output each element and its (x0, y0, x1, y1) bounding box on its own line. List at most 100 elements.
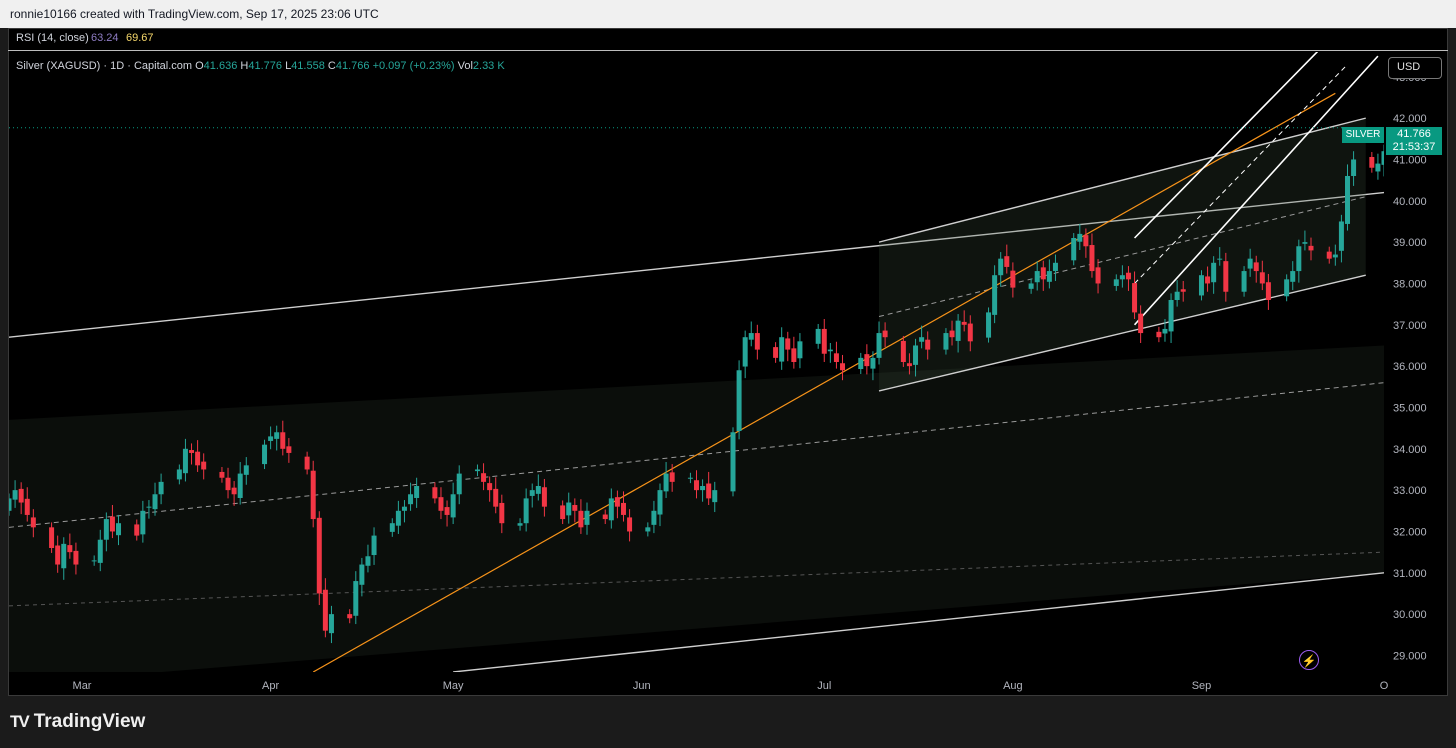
candle-body (371, 535, 377, 556)
candle-body (353, 581, 359, 616)
candle-body (1138, 313, 1144, 334)
candle-body (395, 510, 401, 526)
candle-body (748, 333, 754, 340)
candle-body (116, 523, 122, 536)
y-tick-label: 31.000 (1393, 568, 1427, 580)
candle-body (578, 510, 584, 528)
candle-body (1205, 276, 1211, 284)
chart-credit: ronnie10166 created with TradingView.com… (10, 7, 379, 21)
candle-body (73, 550, 79, 565)
open-label: O (195, 60, 204, 72)
candle-body (389, 523, 395, 532)
candle-body (328, 614, 334, 634)
candle-body (773, 347, 779, 358)
candle-body (67, 545, 73, 553)
x-tick-label: Jun (633, 680, 651, 692)
candle-body (651, 510, 657, 525)
candle-body (438, 497, 444, 511)
candle-body (967, 323, 973, 342)
candle-body (1180, 289, 1186, 292)
candle-body (280, 432, 286, 449)
candle-body (1253, 262, 1259, 272)
candle-body (840, 363, 846, 371)
orange-trendline (312, 92, 1336, 672)
tradingview-branding[interactable]: TV TradingView (10, 711, 145, 733)
candle-body (1351, 159, 1357, 176)
change-value: +0.097 (+0.23%) (372, 60, 455, 72)
low-label: L (285, 60, 292, 72)
pane-separator[interactable] (8, 50, 1448, 51)
candle-body (499, 502, 505, 524)
candle-body (231, 487, 237, 495)
candle-body (560, 505, 566, 520)
high-label: H (240, 60, 249, 72)
candle-body (1217, 258, 1223, 260)
candle-body (493, 488, 499, 507)
symbol-legend[interactable]: Silver (XAGUSD) · 1D · Capital.com O41.6… (16, 60, 505, 72)
candle-body (182, 448, 188, 474)
candle-body (949, 330, 955, 338)
sep-channel-lower (1133, 55, 1379, 326)
candle-body (456, 473, 462, 495)
candle-body (943, 333, 949, 350)
candle-body (55, 545, 61, 565)
candle-body (140, 510, 146, 535)
candle-body (61, 543, 67, 569)
candle-body (237, 473, 243, 498)
y-tick-label: 34.000 (1393, 444, 1427, 456)
candle-body (91, 560, 97, 562)
candle-body (815, 328, 821, 344)
last-price-tag: 41.766 21:53:37 (1386, 127, 1442, 155)
candle-body (1302, 242, 1308, 244)
candle-body (109, 516, 115, 532)
long-channel-midline (9, 382, 1384, 528)
candle-body (876, 333, 882, 358)
candle-body (1071, 238, 1077, 261)
candle-body (1247, 258, 1253, 269)
y-tick-label: 36.000 (1393, 361, 1427, 373)
candle-body (754, 333, 760, 350)
candle-body (201, 461, 207, 470)
last-price: 41.766 (1397, 128, 1431, 140)
candle-body (1077, 233, 1083, 242)
candle-body (310, 470, 316, 520)
y-tick-label: 33.000 (1393, 485, 1427, 497)
candle-body (304, 456, 310, 470)
currency-selector[interactable]: USD (1388, 57, 1442, 79)
volume-label: Vol (457, 60, 473, 72)
candle-body (474, 469, 480, 472)
open-value: 41.636 (203, 60, 238, 72)
candle-body (243, 465, 249, 475)
candle-body (401, 506, 407, 511)
candle-body (189, 450, 195, 453)
candle-body (620, 502, 626, 515)
candle-body (1040, 267, 1046, 280)
candle-body (1052, 262, 1058, 272)
candle-body (833, 353, 839, 362)
chart-frame[interactable] (8, 28, 1448, 696)
candle-body (24, 498, 30, 515)
y-tick-label: 42.000 (1393, 113, 1427, 125)
candle-body (1332, 254, 1338, 258)
candle-body (1168, 300, 1174, 332)
candle-body (1223, 261, 1229, 292)
long-channel-fill (9, 345, 1384, 672)
candle-body (566, 502, 572, 516)
candle-body (97, 539, 103, 563)
low-value: 41.558 (291, 60, 325, 72)
candle-body (146, 506, 152, 508)
y-tick-label: 39.000 (1393, 237, 1427, 249)
candle-body (900, 340, 906, 362)
candle-body (694, 480, 699, 491)
candle-body (274, 432, 280, 439)
candle-body (517, 523, 523, 526)
rsi-indicator-legend[interactable]: RSI (14, close) 63.24 69.67 (8, 28, 1448, 50)
candle-body (785, 338, 791, 350)
x-tick-label: Aug (1003, 680, 1023, 692)
lightning-icon[interactable]: ⚡ (1299, 650, 1319, 670)
candle-body (614, 497, 620, 507)
symbol-price-tag: SILVER (1342, 127, 1384, 143)
candle-body (225, 477, 231, 491)
candle-body (1119, 275, 1125, 280)
